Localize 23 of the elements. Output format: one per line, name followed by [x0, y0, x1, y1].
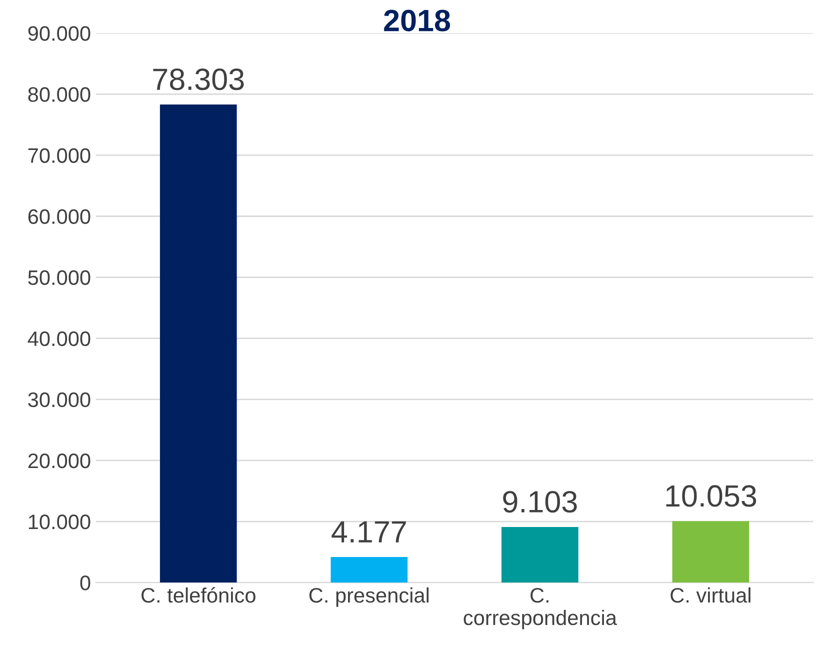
y-tick-label: 30.000	[28, 392, 90, 408]
x-tick-label: C. presencial	[309, 587, 429, 607]
y-tick-label: 0	[80, 576, 90, 590]
bar	[672, 521, 750, 583]
data-label: 10.053	[666, 485, 756, 507]
bar	[330, 557, 408, 583]
data-label: 9.103	[503, 490, 577, 513]
chart-title: 2018	[384, 10, 450, 32]
y-tick-label: 90.000	[28, 26, 90, 41]
y-tick-label: 80.000	[28, 87, 90, 102]
y-tick-label: 70.000	[28, 148, 90, 163]
x-tick-label: C. telefónico	[142, 587, 256, 603]
data-label: 78.303	[153, 68, 244, 90]
y-tick-label: 60.000	[28, 209, 90, 224]
x-tick-label: C. virtual	[670, 587, 750, 603]
y-tick-label: 10.000	[28, 514, 90, 530]
bar	[501, 526, 578, 583]
y-tick-label: 20.000	[28, 453, 90, 468]
y-tick-label: 40.000	[28, 331, 90, 346]
bar	[160, 104, 237, 583]
y-tick-label: 50.000	[28, 270, 90, 286]
data-label: 4.177	[332, 521, 406, 542]
x-tick-label: C. correspondencia	[464, 588, 617, 630]
